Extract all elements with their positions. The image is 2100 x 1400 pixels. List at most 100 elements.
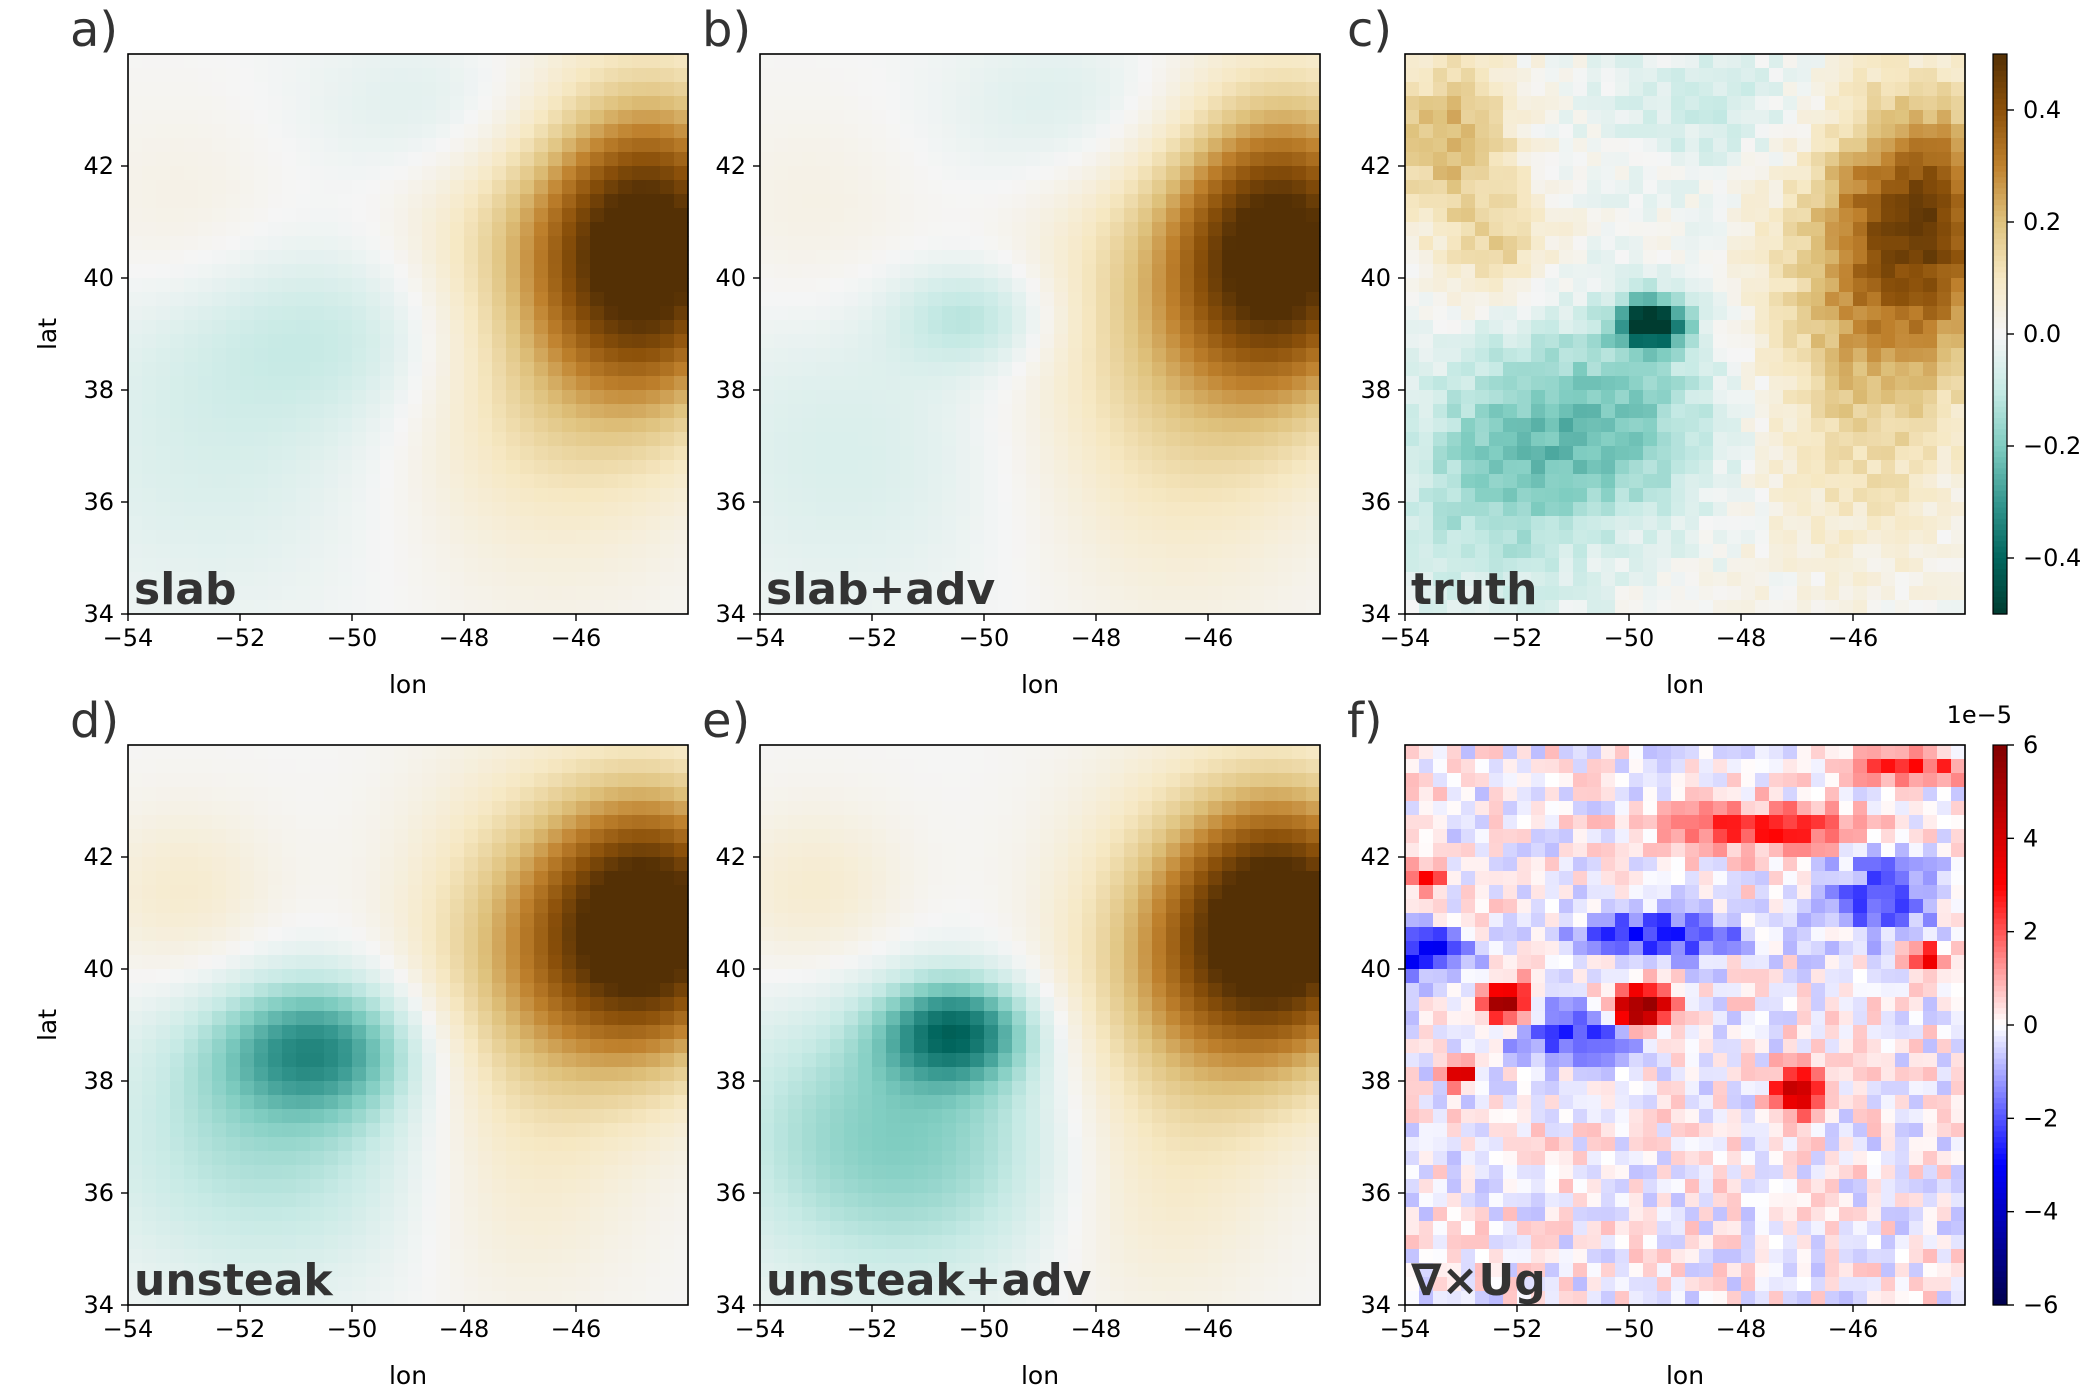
heatmap-cell — [422, 348, 437, 363]
heatmap-cell — [240, 264, 255, 279]
heatmap-cell — [1180, 138, 1195, 153]
heatmap-field — [128, 54, 689, 615]
heatmap-cell — [422, 530, 437, 545]
heatmap-cell — [1447, 152, 1462, 167]
heatmap-cell — [1783, 180, 1798, 195]
heatmap-cell — [1923, 516, 1938, 531]
heatmap-cell — [1236, 208, 1251, 223]
heatmap-cell — [1405, 432, 1420, 447]
heatmap-cell — [520, 250, 535, 265]
heatmap-cell — [240, 572, 255, 587]
heatmap-cell — [1489, 600, 1504, 615]
heatmap-cell — [1026, 460, 1041, 475]
heatmap-cell — [1419, 180, 1434, 195]
heatmap-cell — [1124, 82, 1139, 97]
heatmap-cell — [1923, 460, 1938, 475]
heatmap-cell — [1138, 250, 1153, 265]
heatmap-cell — [1867, 152, 1882, 167]
heatmap-cell — [1797, 334, 1812, 349]
heatmap-cell — [914, 558, 929, 573]
heatmap-cell — [268, 432, 283, 447]
heatmap-cell — [184, 68, 199, 83]
heatmap-cell — [492, 376, 507, 391]
heatmap-cell — [576, 292, 591, 307]
heatmap-cell — [1180, 376, 1195, 391]
heatmap-cell — [478, 745, 493, 760]
x-tick-label: −50 — [959, 624, 1010, 652]
heatmap-cell — [352, 502, 367, 517]
heatmap-cell — [646, 586, 661, 601]
heatmap-cell — [1643, 516, 1658, 531]
heatmap-cell — [1615, 432, 1630, 447]
heatmap-cell — [590, 348, 605, 363]
heatmap-cell — [1853, 418, 1868, 433]
heatmap-cell — [858, 432, 873, 447]
heatmap-cell — [226, 54, 241, 69]
heatmap-cell — [1937, 516, 1952, 531]
heatmap-cell — [380, 236, 395, 251]
heatmap-cell — [590, 530, 605, 545]
heatmap-cell — [422, 558, 437, 573]
heatmap-cell — [1405, 180, 1420, 195]
heatmap-cell — [254, 488, 269, 503]
heatmap-cell — [1951, 432, 1966, 447]
heatmap-cell — [1657, 82, 1672, 97]
heatmap-cell — [774, 68, 789, 83]
heatmap-cell — [1306, 320, 1321, 335]
heatmap-cell — [590, 180, 605, 195]
heatmap-cell — [184, 586, 199, 601]
heatmap-cell — [436, 544, 451, 559]
heatmap-cell — [886, 404, 901, 419]
heatmap-cell — [394, 558, 409, 573]
heatmap-cell — [338, 82, 353, 97]
heatmap-cell — [1447, 54, 1462, 69]
heatmap-cell — [1643, 376, 1658, 391]
heatmap-cell — [1278, 530, 1293, 545]
heatmap-cell — [858, 180, 873, 195]
heatmap-cell — [534, 773, 549, 788]
heatmap-cell — [296, 530, 311, 545]
heatmap-cell — [802, 208, 817, 223]
heatmap-cell — [1531, 404, 1546, 419]
heatmap-cell — [1895, 348, 1910, 363]
heatmap-cell — [1166, 502, 1181, 517]
heatmap-cell — [1082, 334, 1097, 349]
heatmap-cell — [1152, 544, 1167, 559]
heatmap-cell — [1769, 460, 1784, 475]
heatmap-cell — [324, 362, 339, 377]
heatmap-cell — [142, 54, 157, 69]
heatmap-cell — [380, 194, 395, 209]
heatmap-cell — [590, 745, 605, 760]
heatmap-cell — [422, 474, 437, 489]
heatmap-cell — [1797, 208, 1812, 223]
heatmap-cell — [1755, 68, 1770, 83]
heatmap-cell — [1026, 544, 1041, 559]
heatmap-cell — [184, 320, 199, 335]
heatmap-cell — [254, 460, 269, 475]
heatmap-cell — [1783, 390, 1798, 405]
heatmap-cell — [872, 502, 887, 517]
heatmap-cell — [1447, 474, 1462, 489]
heatmap-cell — [1517, 320, 1532, 335]
heatmap-cell — [802, 152, 817, 167]
heatmap-cell — [1250, 264, 1265, 279]
heatmap-cell — [1278, 488, 1293, 503]
heatmap-cell — [478, 488, 493, 503]
heatmap-cell — [1166, 334, 1181, 349]
heatmap-cell — [1040, 586, 1055, 601]
heatmap-cell — [1292, 96, 1307, 111]
heatmap-cell — [1839, 404, 1854, 419]
heatmap-cell — [1278, 418, 1293, 433]
heatmap-cell — [1040, 558, 1055, 573]
heatmap-cell — [1643, 474, 1658, 489]
heatmap-cell — [788, 502, 803, 517]
heatmap-cell — [1755, 544, 1770, 559]
heatmap-cell — [802, 166, 817, 181]
heatmap-cell — [1601, 278, 1616, 293]
heatmap-cell — [872, 250, 887, 265]
heatmap-cell — [226, 558, 241, 573]
heatmap-cell — [632, 745, 647, 760]
heatmap-cell — [858, 110, 873, 125]
heatmap-cell — [618, 264, 633, 279]
heatmap-cell — [928, 68, 943, 83]
